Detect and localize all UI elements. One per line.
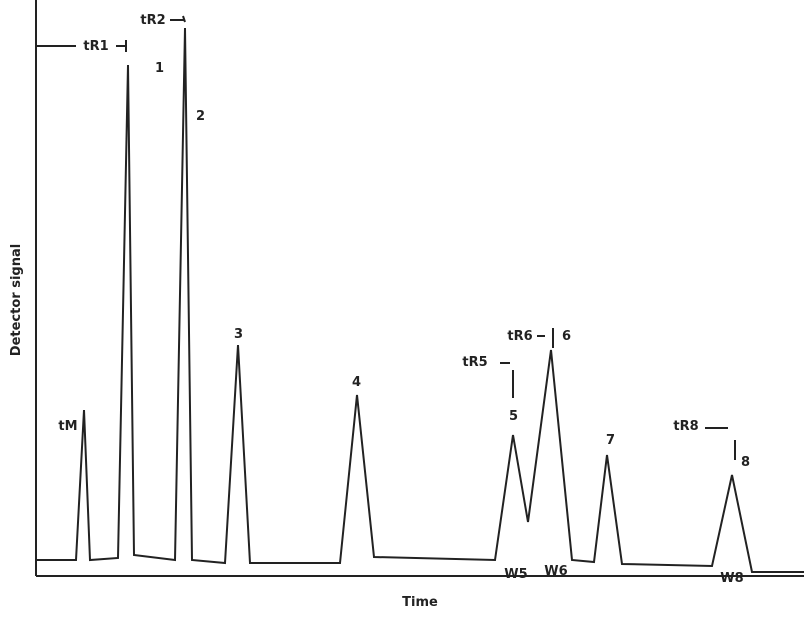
peak-label: 6 [562, 329, 571, 344]
peak-label: 8 [741, 455, 750, 470]
peak-label: 2 [196, 109, 205, 124]
peak-label: 1 [155, 61, 164, 76]
width-label: W6 [544, 564, 567, 579]
peak-label: 4 [352, 375, 361, 390]
width-label: W5 [504, 567, 527, 582]
label: tR1 [83, 39, 108, 54]
label: tR5 [462, 355, 487, 370]
width-label: W8 [720, 571, 743, 586]
trace [36, 27, 804, 573]
label: tR8 [673, 419, 698, 434]
x-axis-label: Time [402, 595, 438, 610]
y-axis-label: Detector signal [9, 244, 24, 356]
label: tR6 [507, 329, 532, 344]
retention-markers [500, 328, 736, 460]
peak-label: 7 [606, 433, 615, 448]
retention-markers [36, 15, 186, 52]
peak-label: 3 [234, 327, 243, 342]
peak-label: 5 [509, 409, 518, 424]
label: tM [58, 419, 77, 434]
label: tR2 [140, 13, 165, 28]
